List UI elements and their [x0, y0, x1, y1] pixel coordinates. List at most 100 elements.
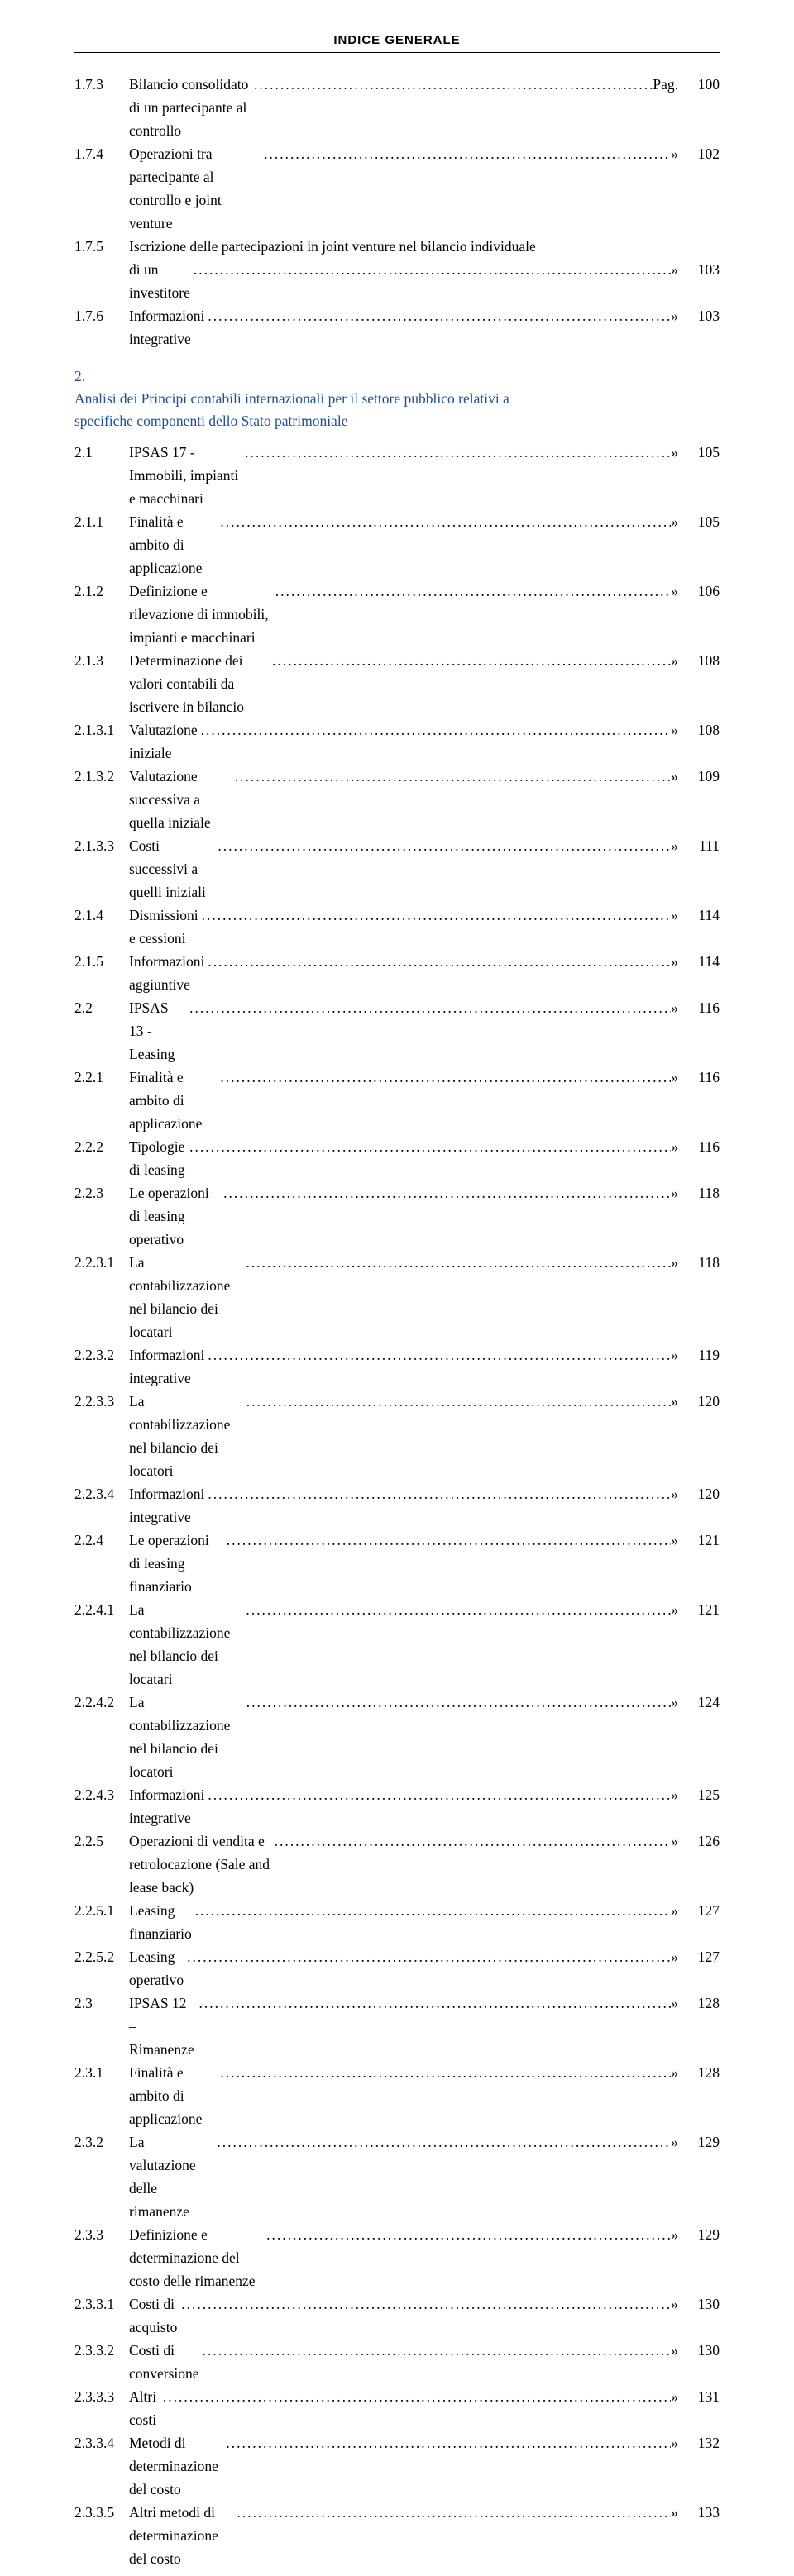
page-header-title: INDICE GENERALE [74, 33, 720, 47]
toc-leader [271, 1829, 672, 1853]
toc-entry-page: 126 [685, 1829, 720, 1853]
toc-entry-page: 121 [685, 1598, 720, 1621]
toc-pag-label: » [671, 1691, 685, 1714]
toc-entry-title: Definizione e determinazione del valore … [129, 2570, 538, 2576]
toc-entry-number: 2.1.3 [74, 649, 129, 672]
toc-entry-title: Costi successivi a quelli iniziali [129, 834, 214, 904]
toc-entry-title: Leasing operativo [129, 1945, 184, 1992]
toc-leader [214, 834, 671, 857]
toc-entry: 2.3.3.1Costi di acquisto»130 [74, 2292, 720, 2339]
toc-entry-page: 131 [685, 2385, 720, 2408]
toc-entry: 2.2.5Operazioni di vendita e retrolocazi… [74, 1829, 720, 1899]
toc-entry-title: Altri metodi di determinazione del costo [129, 2501, 233, 2570]
toc-pag-label: » [671, 1343, 685, 1367]
toc-entry-title: Costi di conversione [129, 2339, 199, 2385]
toc-entry: 1.7.5Iscrizione delle partecipazioni in … [74, 235, 720, 258]
header-rule [74, 52, 720, 53]
toc-entry-page: 103 [685, 304, 720, 327]
toc-entry-page: 118 [685, 1251, 720, 1274]
toc-pag-label: » [671, 1529, 685, 1552]
toc-leader [233, 2501, 671, 2524]
toc-entry: 2.3.4Definizione e determinazione del va… [74, 2570, 720, 2576]
toc-entry-number: 2.2.3 [74, 1181, 129, 1205]
toc-entry-number: 2.2.3.1 [74, 1251, 129, 1274]
toc-entry: 2.3.1Finalità e ambito di applicazione»1… [74, 2061, 720, 2130]
toc-entry: 2.3IPSAS 12 – Rimanenze»128 [74, 1992, 720, 2061]
toc-entry-title: Finalità e ambito di applicazione [129, 1066, 217, 1135]
toc-entry-number: 2.2.4.3 [74, 1783, 129, 1806]
toc-entry-title: Operazioni di vendita e retrolocazione (… [129, 1829, 271, 1899]
toc-section-1: 1.7.3Bilancio consolidato di un partecip… [74, 73, 720, 351]
toc-entry-number: 2.3.3 [74, 2223, 129, 2246]
toc-leader [186, 996, 671, 1019]
toc-leader [186, 1135, 671, 1158]
toc-entry-title: La contabilizzazione nel bilancio dei lo… [129, 1691, 243, 1783]
toc-leader [217, 510, 671, 533]
toc-leader [223, 1529, 671, 1552]
toc-entry-number: 2.3.3.1 [74, 2292, 129, 2316]
toc-pag-label: Pag. [653, 73, 685, 96]
toc-pag-label: » [671, 1066, 685, 1089]
toc-entry-title: Tipologie di leasing [129, 1135, 186, 1181]
toc-pag-label: » [671, 1899, 685, 1922]
toc-entry-number: 2.1.2 [74, 580, 129, 603]
toc-leader [243, 1390, 672, 1413]
toc-entry-page: 100 [685, 73, 720, 96]
toc-entry-number: 2.2 [74, 996, 129, 1019]
toc-entry-page: 108 [685, 649, 720, 672]
toc-entry-title: Finalità e ambito di applicazione [129, 510, 217, 580]
toc-leader [217, 2061, 671, 2084]
toc-entry-title: Valutazione successiva a quella iniziale [129, 765, 232, 834]
toc-entry-number: 2.1 [74, 441, 129, 464]
toc-entry-number: 2.1.1 [74, 510, 129, 533]
toc-entry: 2.2.3.1La contabilizzazione nel bilancio… [74, 1251, 720, 1343]
toc-entry-number: 2.2.3.2 [74, 1343, 129, 1367]
toc-entry: 2.1IPSAS 17 - Immobili, impianti e macch… [74, 441, 720, 510]
toc-entry-number: 2.2.4.1 [74, 1598, 129, 1621]
toc-entry-title: IPSAS 12 – Rimanenze [129, 1992, 196, 2061]
toc-pag-label: » [671, 765, 685, 788]
toc-leader [242, 1251, 671, 1274]
toc-entry-title: Informazioni aggiuntive [129, 950, 204, 996]
toc-entry: 2.1.3Determinazione dei valori contabili… [74, 649, 720, 718]
toc-pag-label: » [671, 834, 685, 857]
toc-entry-title: Informazioni integrative [129, 1343, 204, 1390]
section-2-line-1: Analisi dei Principi contabili internazi… [74, 390, 509, 407]
toc-entry-number: 2.2.2 [74, 1135, 129, 1158]
toc-entry-title: Definizione e determinazione del costo d… [129, 2223, 263, 2292]
toc-pag-label: » [671, 142, 685, 165]
toc-pag-label: » [671, 1945, 685, 1968]
toc-entry-page: 103 [685, 258, 720, 281]
toc-entry-page: 128 [685, 1992, 720, 2015]
toc-pag-label: » [671, 2223, 685, 2246]
toc-entry-title: Definizione e rilevazione di immobili, i… [129, 580, 272, 649]
toc-entry-page: 106 [685, 580, 720, 603]
toc-pag-label: » [671, 1135, 685, 1158]
toc-pag-label: » [671, 304, 685, 327]
toc-entry-title: Leasing finanziario [129, 1899, 192, 1945]
toc-leader [199, 2339, 672, 2362]
toc-section-2: 2.1IPSAS 17 - Immobili, impianti e macch… [74, 441, 720, 2576]
toc-entry-title-cont: di un investitore [129, 258, 190, 304]
toc-entry: 1.7.4Operazioni tra partecipante al cont… [74, 142, 720, 235]
toc-pag-label: » [671, 718, 685, 742]
toc-entry-page: 105 [685, 510, 720, 533]
toc-entry: 2.3.3Definizione e determinazione del co… [74, 2223, 720, 2292]
toc-entry: 2.1.5Informazioni aggiuntive»114 [74, 950, 720, 996]
toc-pag-label: » [671, 2130, 685, 2154]
toc-entry-title: Finalità e ambito di applicazione [129, 2061, 217, 2130]
toc-entry-title: La contabilizzazione nel bilancio dei lo… [129, 1251, 242, 1343]
toc-entry-number: 1.7.3 [74, 73, 129, 96]
toc-entry: 2.3.3.4Metodi di determinazione del cost… [74, 2431, 720, 2501]
toc-entry-page: 116 [685, 996, 720, 1019]
toc-entry-number: 2.1.3.3 [74, 834, 129, 857]
toc-entry: 2.3.2La valutazione delle rimanenze»129 [74, 2130, 720, 2223]
toc-leader [220, 1181, 671, 1205]
toc-leader [196, 1992, 672, 2015]
toc-pag-label: » [671, 258, 685, 281]
toc-entry: 2.3.3.5Altri metodi di determinazione de… [74, 2501, 720, 2570]
toc-entry: 2.2.3Le operazioni di leasing operativo»… [74, 1181, 720, 1251]
toc-pag-label: » [671, 1598, 685, 1621]
toc-entry-page: 132 [685, 2431, 720, 2454]
section-2-line-2: specifiche componenti dello Stato patrim… [74, 413, 347, 429]
